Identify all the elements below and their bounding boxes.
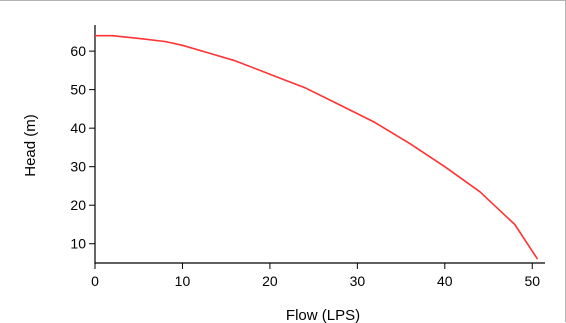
y-axis-title: Head (m): [22, 114, 39, 177]
x-axis-title: Flow (LPS): [286, 307, 360, 323]
y-tick-label: 10: [70, 236, 86, 252]
series-line: [95, 34, 539, 260]
y-tick-label: 40: [70, 120, 86, 136]
y-axis: 10 20 30 40 50 60: [70, 25, 96, 264]
x-tick-label: 30: [350, 273, 366, 289]
x-axis: 0 10 20 30 40 50: [91, 262, 545, 289]
x-tick-label: 20: [262, 273, 278, 289]
x-tick-label: 50: [524, 273, 540, 289]
x-tick-label: 0: [91, 273, 99, 289]
y-tick-label: 50: [70, 82, 86, 98]
x-tick-label: 40: [437, 273, 453, 289]
y-tick-label: 60: [70, 43, 86, 59]
series-layer: [95, 34, 539, 260]
y-tick-label: 20: [70, 197, 86, 213]
y-tick-label: 30: [70, 159, 86, 175]
x-tick-label: 10: [175, 273, 191, 289]
